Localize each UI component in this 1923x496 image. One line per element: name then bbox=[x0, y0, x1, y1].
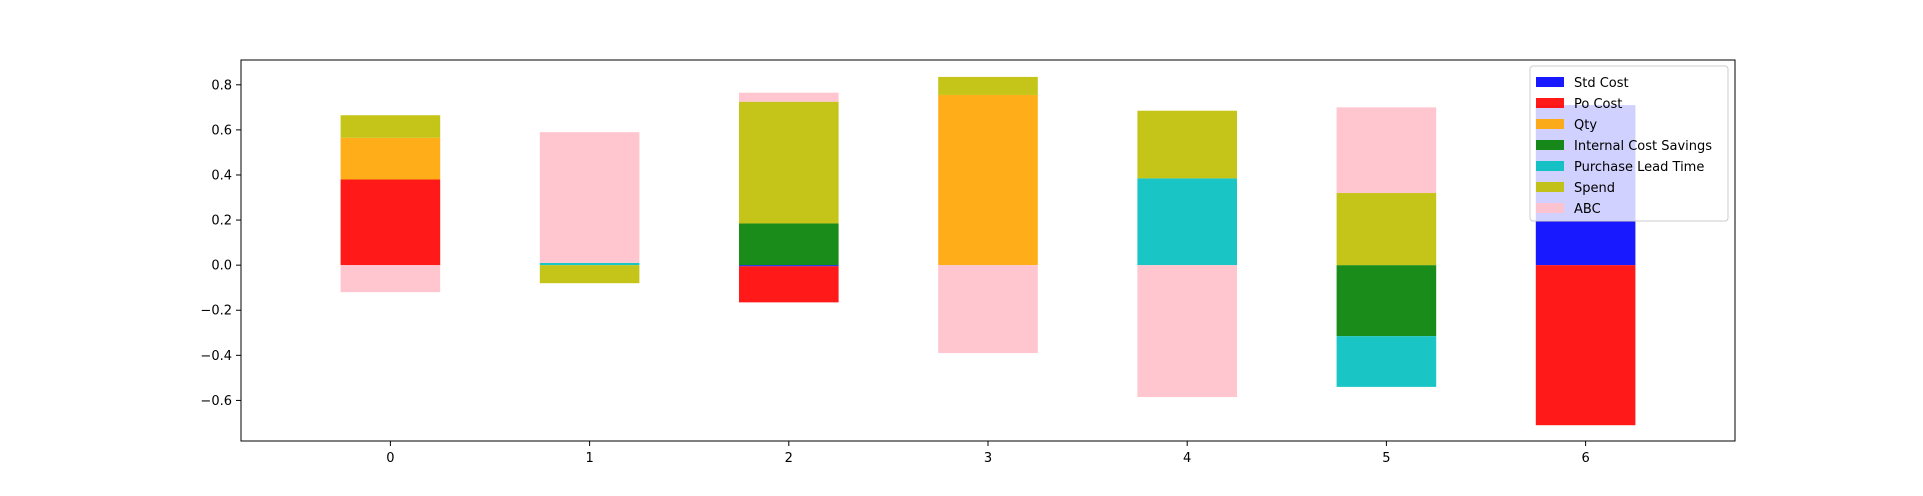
bar-abc-1 bbox=[539, 132, 640, 263]
y-tick-label: −0.4 bbox=[200, 349, 232, 364]
x-axis: 0 1 2 3 4 5 6 bbox=[386, 441, 1590, 466]
y-axis: 0.8 0.6 0.4 0.2 0.0 −0.2 −0.4 −0.6 bbox=[200, 78, 241, 409]
bar-internal-cost-savings-2 bbox=[739, 223, 839, 266]
bar-spend-4 bbox=[1137, 110, 1237, 179]
bar-qty-3 bbox=[938, 94, 1038, 266]
legend-label: Po Cost bbox=[1574, 97, 1622, 112]
bar-spend-5 bbox=[1336, 193, 1437, 266]
legend-swatch bbox=[1536, 77, 1564, 87]
bar-purchase-lead-time-1 bbox=[539, 262, 640, 266]
bar-po-cost-0 bbox=[340, 179, 441, 266]
bar-purchase-lead-time-4 bbox=[1137, 178, 1237, 266]
legend-swatch bbox=[1536, 203, 1564, 213]
bar-spend-0 bbox=[340, 115, 441, 138]
bar-purchase-lead-time-5 bbox=[1336, 336, 1437, 387]
y-tick-label: −0.2 bbox=[200, 304, 232, 319]
bar-spend-3 bbox=[938, 76, 1038, 95]
bar-abc-2 bbox=[739, 92, 839, 102]
legend-label: Purchase Lead Time bbox=[1574, 160, 1704, 175]
bar-spend-1 bbox=[539, 265, 640, 284]
bar-abc-5 bbox=[1336, 107, 1437, 194]
bar-abc-3 bbox=[938, 265, 1038, 354]
legend-swatch bbox=[1536, 161, 1564, 171]
y-tick-label: 0.6 bbox=[211, 123, 232, 138]
legend-swatch bbox=[1536, 98, 1564, 108]
legend: Std Cost Po Cost Qty Internal Cost Savings P… bbox=[1529, 65, 1729, 222]
legend-label: Spend bbox=[1574, 181, 1615, 196]
bar-abc-4 bbox=[1137, 265, 1237, 398]
legend-swatch bbox=[1536, 140, 1564, 150]
bars-layer bbox=[340, 76, 1636, 426]
bar-qty-0 bbox=[340, 137, 441, 180]
x-tick-label: 5 bbox=[1382, 451, 1390, 466]
x-tick-label: 3 bbox=[984, 451, 992, 466]
y-tick-label: 0.0 bbox=[211, 259, 232, 274]
x-tick-label: 6 bbox=[1581, 451, 1589, 466]
x-tick-label: 1 bbox=[585, 451, 593, 466]
legend-box bbox=[1529, 65, 1729, 222]
legend-label: Internal Cost Savings bbox=[1574, 139, 1712, 154]
legend-swatch bbox=[1536, 182, 1564, 192]
legend-label: Qty bbox=[1574, 118, 1597, 133]
x-tick-label: 4 bbox=[1183, 451, 1191, 466]
x-tick-label: 2 bbox=[785, 451, 793, 466]
legend-label: ABC bbox=[1574, 202, 1601, 217]
bar-abc-0 bbox=[340, 265, 441, 293]
bar-std-cost-2 bbox=[739, 265, 839, 267]
y-tick-label: 0.4 bbox=[211, 168, 232, 183]
legend-swatch bbox=[1536, 119, 1564, 129]
bar-spend-2 bbox=[739, 101, 839, 224]
bar-internal-cost-savings-5 bbox=[1336, 265, 1437, 337]
bar-po-cost-6 bbox=[1535, 265, 1636, 426]
y-tick-label: −0.6 bbox=[200, 394, 232, 409]
legend-label: Std Cost bbox=[1574, 76, 1629, 91]
x-tick-label: 0 bbox=[386, 451, 394, 466]
y-tick-label: 0.2 bbox=[211, 214, 232, 229]
bar-po-cost-2 bbox=[739, 266, 839, 303]
y-tick-label: 0.8 bbox=[211, 78, 232, 93]
